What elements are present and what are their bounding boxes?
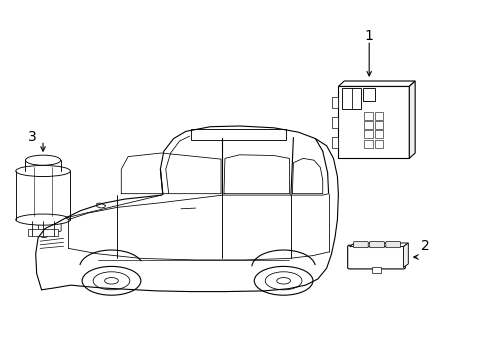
Text: 1: 1 xyxy=(364,29,373,43)
Polygon shape xyxy=(349,243,407,247)
FancyBboxPatch shape xyxy=(369,242,384,248)
Bar xyxy=(331,117,338,128)
FancyBboxPatch shape xyxy=(385,242,400,248)
Bar xyxy=(362,88,374,101)
Polygon shape xyxy=(403,243,407,267)
Polygon shape xyxy=(408,81,414,158)
Ellipse shape xyxy=(25,155,61,165)
Bar xyxy=(363,112,372,120)
Bar xyxy=(338,86,408,158)
Bar xyxy=(371,267,381,273)
Bar xyxy=(374,112,383,120)
Polygon shape xyxy=(338,81,414,86)
Bar xyxy=(363,140,372,148)
Ellipse shape xyxy=(16,214,70,225)
Bar xyxy=(363,121,372,129)
Bar xyxy=(342,88,360,109)
Bar xyxy=(374,140,383,148)
Bar xyxy=(28,229,58,236)
Ellipse shape xyxy=(25,166,61,176)
Bar xyxy=(374,121,383,129)
Bar xyxy=(331,97,338,108)
Ellipse shape xyxy=(16,166,70,176)
Bar xyxy=(363,130,372,138)
Text: 2: 2 xyxy=(420,239,429,252)
FancyBboxPatch shape xyxy=(347,245,405,269)
Bar xyxy=(374,130,383,138)
Text: 3: 3 xyxy=(28,130,37,144)
Bar xyxy=(331,137,338,148)
Bar xyxy=(190,129,285,140)
FancyBboxPatch shape xyxy=(353,242,367,248)
